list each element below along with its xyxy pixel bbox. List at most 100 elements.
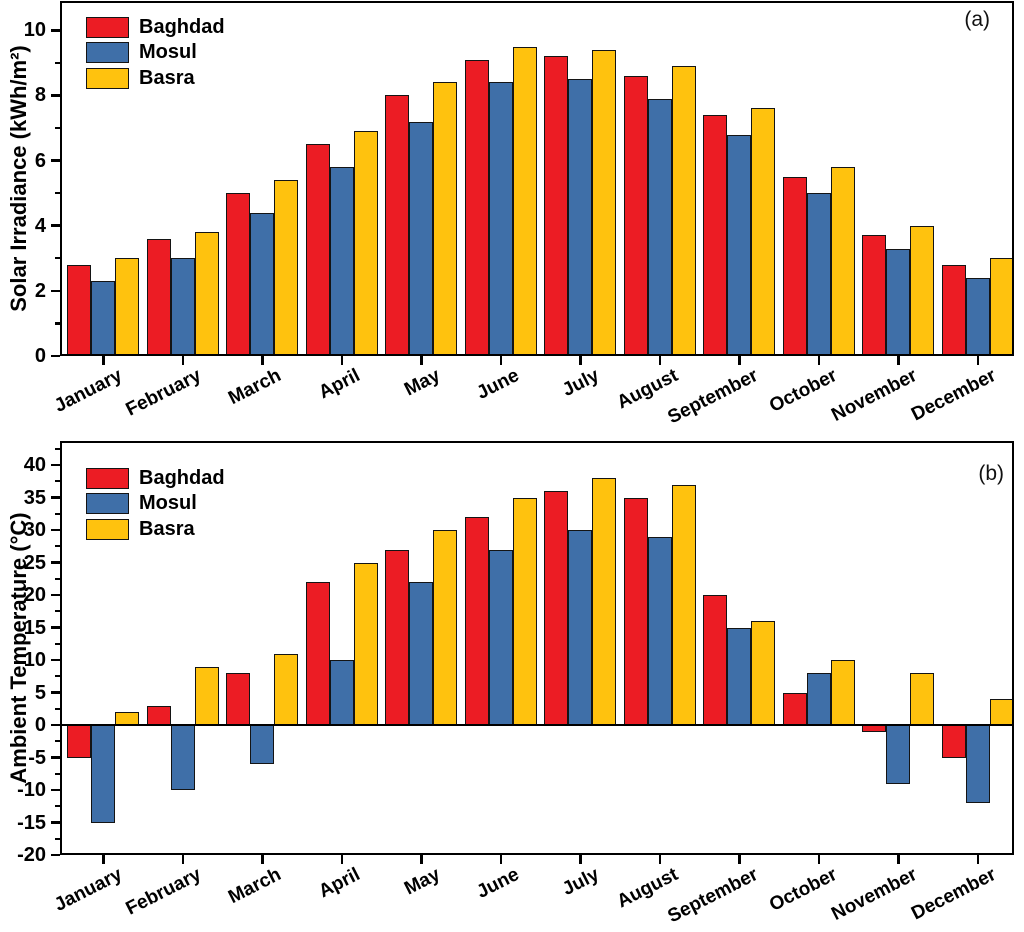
- x-tick: [261, 356, 264, 365]
- y-minor-tick: [55, 480, 60, 483]
- bar-basra-september: [751, 108, 776, 356]
- x-tick-label: September: [664, 365, 762, 429]
- bar-mosul-march: [250, 212, 275, 356]
- y-tick-label: 8: [34, 84, 46, 107]
- bar-baghdad-january: [67, 264, 92, 356]
- bar-mosul-may: [409, 582, 434, 725]
- y-tick-label: 10: [23, 19, 46, 42]
- y-major-tick: [51, 853, 60, 857]
- x-tick-label: December: [908, 365, 1000, 426]
- bar-basra-december: [989, 258, 1014, 356]
- bar-mosul-july: [568, 530, 593, 725]
- bar-basra-april: [353, 131, 378, 356]
- x-tick: [897, 855, 900, 864]
- y-major-tick: [51, 561, 60, 564]
- bar-basra-june: [512, 497, 537, 725]
- bar-mosul-august: [647, 98, 672, 356]
- y-tick-label: 15: [23, 616, 46, 639]
- bar-baghdad-september: [703, 595, 728, 725]
- y-major-tick: [51, 626, 60, 629]
- legend-label-baghdad: Baghdad: [139, 16, 225, 38]
- bar-baghdad-november: [862, 235, 887, 356]
- y-major-tick: [51, 94, 60, 97]
- legend-label-basra: Basra: [139, 66, 195, 89]
- bar-baghdad-january: [67, 725, 92, 758]
- y-major-tick: [51, 528, 60, 532]
- x-tick: [817, 356, 821, 365]
- bar-mosul-august: [647, 536, 672, 725]
- x-tick: [817, 855, 821, 864]
- x-tick: [420, 356, 423, 365]
- bar-basra-february: [194, 666, 219, 725]
- bar-baghdad-may: [385, 95, 410, 356]
- bar-mosul-october: [806, 673, 831, 725]
- y-tick-label: 10: [23, 649, 46, 672]
- x-tick: [976, 855, 980, 864]
- bar-baghdad-august: [623, 75, 648, 356]
- panel-label-b: (b): [978, 462, 1004, 485]
- bar-basra-october: [830, 167, 855, 356]
- y-tick-label: 0: [34, 345, 46, 367]
- bar-basra-august: [671, 484, 696, 725]
- y-major-tick: [51, 159, 60, 162]
- x-tick: [738, 855, 741, 864]
- bar-basra-february: [194, 232, 219, 356]
- y-tick-label: -5: [28, 746, 46, 769]
- bar-baghdad-june: [464, 517, 489, 725]
- panel-label-a: (a): [964, 8, 990, 31]
- y-minor-tick: [55, 642, 60, 645]
- x-tick-label: November: [827, 365, 921, 426]
- x-tick-label: May: [400, 365, 444, 401]
- bar-basra-march: [274, 180, 299, 356]
- y-tick-label: 35: [23, 486, 46, 509]
- y-major-tick: [51, 593, 60, 597]
- bar-basra-july: [592, 49, 617, 356]
- y-major-tick: [51, 821, 60, 824]
- bar-mosul-february: [170, 725, 195, 790]
- bar-mosul-october: [806, 193, 831, 356]
- y-minor-tick: [55, 545, 60, 548]
- bar-basra-june: [512, 46, 537, 356]
- bar-mosul-june: [488, 82, 513, 356]
- x-tick: [499, 855, 503, 864]
- bar-mosul-december: [965, 725, 990, 803]
- y-minor-tick: [55, 675, 60, 678]
- bar-mosul-november: [886, 725, 911, 784]
- y-tick-label: 4: [34, 214, 46, 237]
- y-minor-tick: [55, 512, 60, 515]
- y-major-tick: [51, 354, 60, 358]
- bar-baghdad-december: [941, 264, 966, 356]
- bar-mosul-january: [91, 281, 116, 356]
- bar-baghdad-october: [782, 692, 807, 725]
- legend-label-baghdad: Baghdad: [139, 467, 225, 489]
- y-tick-label: 2: [34, 279, 46, 302]
- y-minor-tick: [55, 837, 60, 840]
- bar-basra-march: [274, 653, 299, 725]
- x-tick: [340, 855, 344, 864]
- bar-basra-august: [671, 66, 696, 356]
- bar-basra-may: [433, 530, 458, 725]
- y-major-tick: [51, 29, 60, 32]
- x-tick: [261, 855, 264, 864]
- x-tick: [579, 356, 582, 365]
- y-minor-tick: [55, 192, 60, 195]
- bar-baghdad-may: [385, 549, 410, 725]
- x-tick: [420, 855, 423, 864]
- x-tick: [181, 356, 185, 365]
- legend-label-basra: Basra: [139, 517, 195, 540]
- y-major-tick: [51, 224, 60, 228]
- y-tick-label: -15: [17, 811, 46, 834]
- bar-baghdad-march: [226, 193, 251, 356]
- bar-baghdad-october: [782, 176, 807, 356]
- legend-label-mosul: Mosul: [139, 492, 197, 515]
- legend-label-mosul: Mosul: [139, 41, 197, 64]
- bar-mosul-january: [91, 725, 116, 823]
- x-tick: [102, 855, 105, 864]
- y-major-tick: [51, 496, 60, 499]
- y-major-tick: [51, 723, 60, 727]
- y-minor-tick: [55, 610, 60, 613]
- y-minor-tick: [55, 707, 60, 710]
- bar-mosul-february: [170, 258, 195, 356]
- bar-baghdad-february: [146, 705, 171, 725]
